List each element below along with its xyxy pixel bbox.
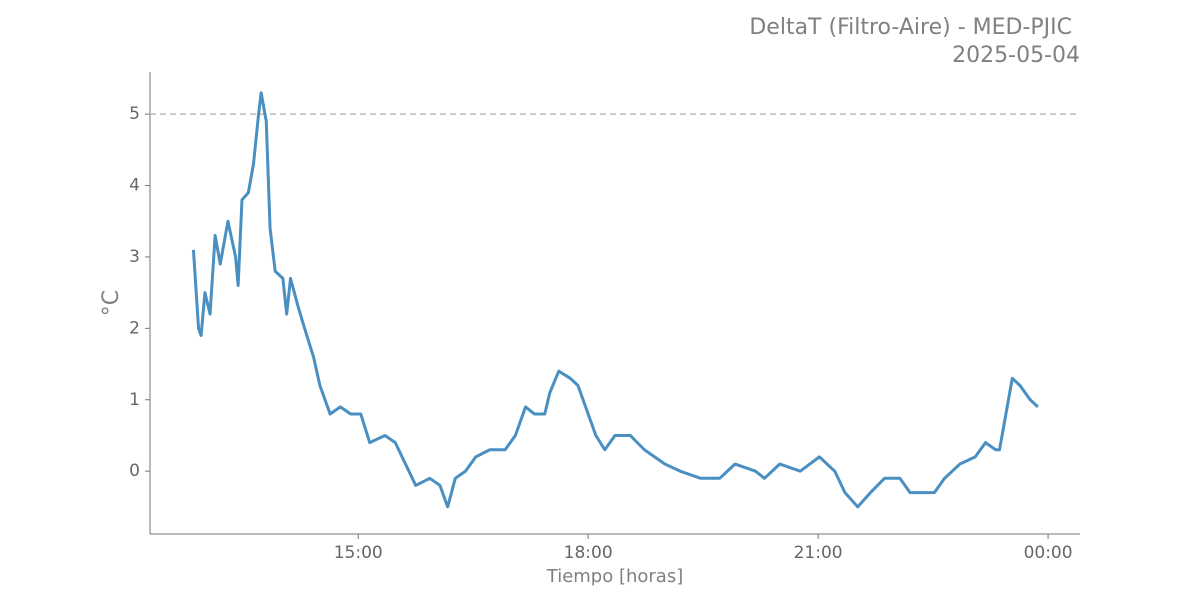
- y-tick-label: 3: [129, 247, 140, 267]
- chart-title: DeltaT (Filtro-Aire) - MED-PJIC: [749, 15, 1072, 40]
- x-axis-label: Tiempo [horas]: [546, 566, 684, 587]
- data-line: [191, 91, 1039, 509]
- y-tick-label: 1: [129, 390, 140, 410]
- x-tick-label: 15:00: [334, 543, 383, 563]
- x-tick-label: 18:00: [564, 543, 613, 563]
- y-tick-label: 4: [129, 176, 140, 196]
- y-tick-label: 0: [129, 461, 140, 481]
- x-tick-label: 21:00: [794, 543, 843, 563]
- chart-subtitle: 2025-05-04: [952, 43, 1080, 68]
- y-axis-label: °C: [99, 290, 124, 316]
- x-tick-label: 00:00: [1024, 543, 1073, 563]
- y-tick-label: 5: [129, 104, 140, 124]
- y-tick-label: 2: [129, 318, 140, 338]
